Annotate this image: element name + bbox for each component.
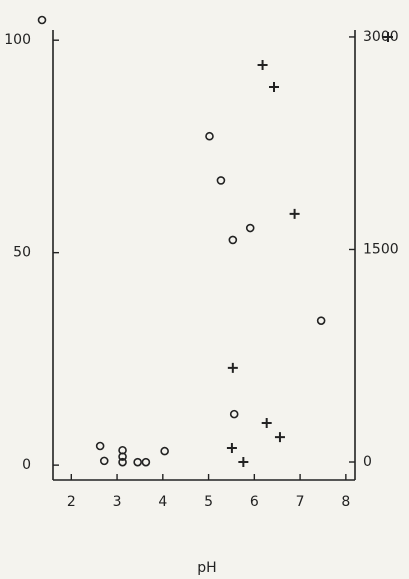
y-tick-label: 0	[22, 457, 31, 473]
y2-tick-label: 0	[363, 454, 372, 470]
x-tick-label: 6	[250, 494, 259, 510]
circle-point	[141, 457, 151, 467]
circle-point	[118, 457, 127, 467]
circle-point	[228, 235, 238, 245]
cross-point	[261, 418, 272, 429]
circle-point	[205, 131, 214, 141]
y2-tick-label: 1500	[363, 241, 399, 257]
y-tick-label: 100	[4, 32, 31, 48]
y-tick-label: 50	[13, 245, 31, 261]
y-axis-marker	[37, 15, 47, 25]
x-tick-label: 5	[204, 494, 213, 510]
circle-point	[99, 456, 109, 466]
x-tick-label: 4	[158, 494, 167, 510]
x-tick-label: 7	[296, 494, 305, 510]
cross-point	[238, 457, 249, 468]
circle-point	[316, 316, 326, 325]
y2-tick-label: 3000	[363, 29, 399, 45]
x-axis-label: pH	[197, 560, 216, 576]
x-tick-label: 3	[113, 494, 122, 510]
y2-axis-marker	[383, 32, 393, 42]
circle-point	[118, 452, 127, 461]
circle-point	[133, 457, 142, 467]
cross-point	[274, 432, 285, 443]
circle-point	[95, 441, 105, 451]
cross-point	[227, 362, 238, 373]
cross-point	[257, 59, 268, 70]
circle-point	[160, 446, 169, 456]
circle-point	[229, 409, 239, 419]
x-tick-label: 8	[341, 494, 350, 510]
circle-point	[216, 176, 226, 185]
cross-point	[269, 81, 280, 92]
cross-point	[226, 442, 237, 453]
cross-point	[289, 208, 300, 219]
circle-point	[245, 223, 255, 233]
x-tick-label: 2	[67, 494, 76, 510]
